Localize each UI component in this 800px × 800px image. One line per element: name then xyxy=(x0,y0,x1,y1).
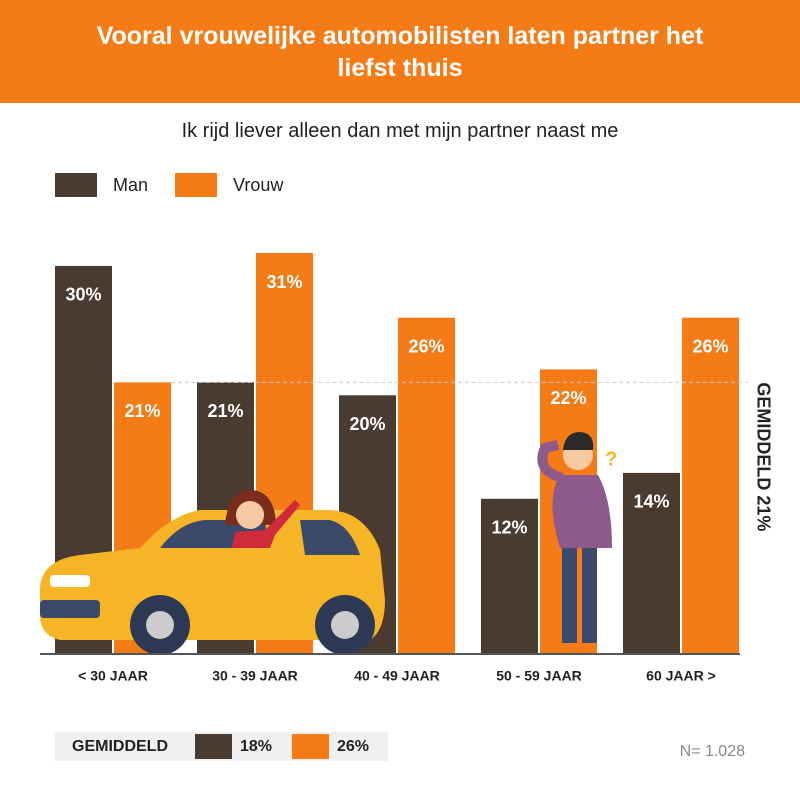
arm xyxy=(537,440,564,483)
legend-swatch xyxy=(175,173,217,197)
sample-size: N= 1.028 xyxy=(680,743,745,760)
data-label: 12% xyxy=(491,518,527,538)
average-value: 18% xyxy=(240,738,272,755)
bar xyxy=(481,498,538,654)
wheel xyxy=(146,611,174,639)
legend-label: Vrouw xyxy=(233,175,284,195)
data-label: 20% xyxy=(349,414,385,434)
shirt xyxy=(232,500,300,548)
data-label: 14% xyxy=(633,492,669,512)
leg xyxy=(562,548,577,643)
x-tick-label: 60 JAAR > xyxy=(646,668,716,684)
question-mark: ? xyxy=(605,448,617,470)
bar xyxy=(682,317,739,654)
car-window xyxy=(300,520,360,555)
legend-swatch xyxy=(55,173,97,197)
data-label: 21% xyxy=(207,401,243,421)
x-tick-label: < 30 JAAR xyxy=(78,668,148,684)
chart-title: Vooral vrouwelijke automobilisten laten … xyxy=(96,21,704,82)
shirt xyxy=(552,475,612,548)
bar xyxy=(623,472,680,654)
average-label: GEMIDDELD 21% xyxy=(753,382,773,531)
data-label: 26% xyxy=(408,336,444,356)
data-label: 21% xyxy=(124,401,160,421)
header: Vooral vrouwelijke automobilisten laten … xyxy=(0,0,800,103)
car-body xyxy=(39,510,385,640)
data-label: 26% xyxy=(692,336,728,356)
x-tick-label: 30 - 39 JAAR xyxy=(212,668,298,684)
averages-label: GEMIDDELD xyxy=(72,738,168,755)
legend-label: Man xyxy=(113,175,148,195)
chart-subtitle: Ik rijd liever alleen dan met mijn partn… xyxy=(181,120,619,142)
bar xyxy=(398,317,455,654)
face xyxy=(236,501,264,529)
average-value: 26% xyxy=(337,738,369,755)
illustration: ? xyxy=(39,432,617,655)
wheel xyxy=(331,611,359,639)
car-bumper xyxy=(40,600,100,618)
average-swatch xyxy=(195,734,232,759)
leg xyxy=(582,548,597,643)
data-label: 31% xyxy=(266,272,302,292)
data-label: 30% xyxy=(65,285,101,305)
data-label: 22% xyxy=(550,388,586,408)
hair xyxy=(563,432,594,450)
car-light xyxy=(50,575,90,587)
x-tick-label: 50 - 59 JAAR xyxy=(496,668,582,684)
x-tick-label: 40 - 49 JAAR xyxy=(354,668,440,684)
average-swatch xyxy=(292,734,329,759)
